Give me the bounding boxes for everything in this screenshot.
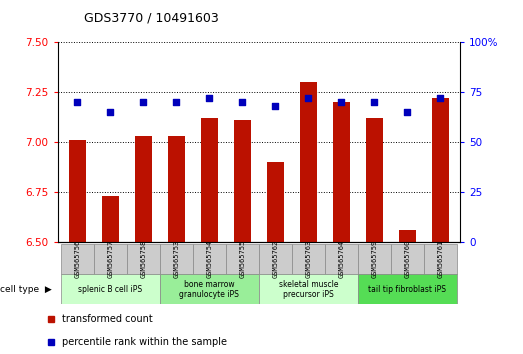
Text: GSM565763: GSM565763 (305, 240, 311, 279)
Bar (432, 98, 449, 242)
Point (337, 100, 346, 105)
Text: cell type  ▶: cell type ▶ (0, 285, 52, 294)
Point (403, 110, 412, 115)
Bar (135, 137, 152, 242)
Bar (193, 244, 226, 274)
Bar (399, 230, 416, 242)
Point (304, 96, 313, 101)
Bar (391, 244, 424, 274)
Bar (259, 244, 292, 274)
Text: GSM565759: GSM565759 (371, 240, 378, 279)
Text: transformed count: transformed count (62, 314, 152, 324)
Text: GDS3770 / 10491603: GDS3770 / 10491603 (84, 12, 219, 25)
Point (205, 96, 213, 101)
Bar (366, 119, 383, 242)
Text: GSM565755: GSM565755 (240, 240, 245, 279)
Point (106, 110, 115, 115)
Bar (333, 103, 350, 242)
Text: GSM565756: GSM565756 (74, 240, 81, 279)
Text: skeletal muscle
precursor iPS: skeletal muscle precursor iPS (279, 280, 338, 299)
Bar (201, 119, 218, 242)
Text: GSM565760: GSM565760 (404, 240, 411, 279)
Bar (325, 244, 358, 274)
Bar (358, 244, 391, 274)
Text: GSM565757: GSM565757 (107, 240, 113, 279)
Text: percentile rank within the sample: percentile rank within the sample (62, 337, 226, 347)
Bar (226, 244, 259, 274)
Bar (61, 274, 160, 304)
Text: GSM565754: GSM565754 (207, 240, 212, 279)
Bar (102, 196, 119, 242)
Point (73, 100, 82, 105)
Text: GSM565764: GSM565764 (338, 240, 345, 279)
Text: GSM565761: GSM565761 (437, 240, 444, 279)
Bar (259, 274, 358, 304)
Bar (69, 141, 86, 242)
Text: GSM565753: GSM565753 (173, 240, 179, 279)
Point (271, 104, 280, 109)
Point (436, 96, 445, 101)
Bar (168, 137, 185, 242)
Bar (300, 82, 316, 242)
Point (139, 100, 147, 105)
Bar (292, 244, 325, 274)
Bar (160, 244, 193, 274)
Text: GSM565758: GSM565758 (140, 240, 146, 279)
Bar (358, 274, 457, 304)
Bar (94, 244, 127, 274)
Bar (424, 244, 457, 274)
Point (370, 100, 379, 105)
Text: tail tip fibroblast iPS: tail tip fibroblast iPS (368, 285, 447, 294)
Bar (61, 244, 94, 274)
Bar (234, 120, 251, 242)
Point (172, 100, 180, 105)
Text: splenic B cell iPS: splenic B cell iPS (78, 285, 142, 294)
Bar (127, 244, 160, 274)
Bar (267, 162, 283, 242)
Text: bone marrow
granulocyte iPS: bone marrow granulocyte iPS (179, 280, 240, 299)
Point (238, 100, 246, 105)
Text: GSM565762: GSM565762 (272, 240, 278, 279)
Bar (160, 274, 259, 304)
